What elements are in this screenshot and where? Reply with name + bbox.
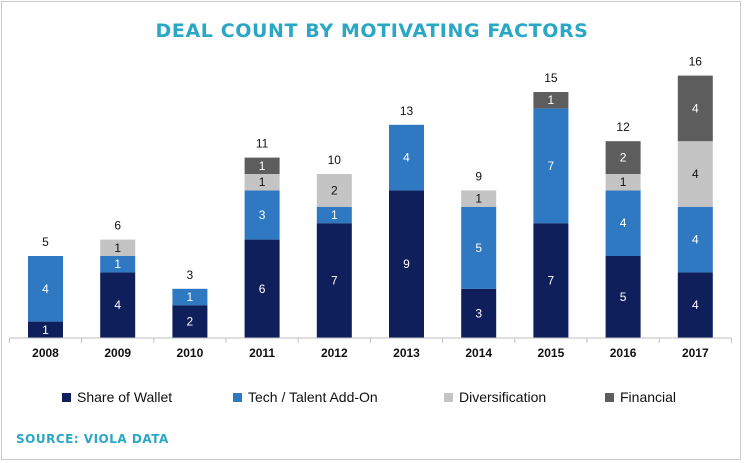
x-tick-label-2009: 2009	[104, 346, 131, 360]
data-label-tech-talent-add-on-2013: 4	[403, 151, 410, 165]
bar-share-of-wallet-2014	[461, 288, 497, 338]
legend-item-tech-talent-add-on: Tech / Talent Add-On	[233, 389, 378, 405]
chart-legend: Share of Wallet Tech / Talent Add-On Div…	[0, 389, 744, 407]
x-tick-label-2015: 2015	[538, 346, 565, 360]
bar-diversification-2012	[316, 174, 352, 207]
data-label-tech-talent-add-on-2015: 7	[548, 159, 555, 173]
bar-share-of-wallet-2009	[100, 272, 136, 338]
total-label-2013: 13	[400, 104, 414, 118]
bar-financial-2017	[677, 75, 713, 142]
data-label-share-of-wallet-2010: 2	[187, 315, 194, 329]
bar-share-of-wallet-2013	[389, 190, 424, 338]
legend-label-tech-talent-add-on: Tech / Talent Add-On	[248, 389, 378, 405]
bar-share-of-wallet-2015	[533, 223, 569, 338]
bar-tech-talent-add-on-2017	[677, 206, 713, 273]
chart-title: DEAL COUNT BY MOTIVATING FACTORS	[155, 20, 589, 42]
bar-tech-talent-add-on-2009	[100, 256, 136, 273]
data-label-tech-talent-add-on-2008: 4	[42, 282, 49, 296]
data-label-share-of-wallet-2016: 5	[620, 290, 627, 304]
total-label-2009: 6	[114, 219, 121, 233]
source-note: SOURCE: VIOLA DATA	[16, 432, 169, 446]
data-label-share-of-wallet-2009: 4	[114, 298, 121, 312]
data-label-diversification-2014: 1	[475, 192, 482, 206]
data-label-diversification-2012: 2	[331, 183, 338, 197]
bar-tech-talent-add-on-2010	[172, 288, 208, 306]
data-label-financial-2011: 1	[259, 159, 266, 173]
data-label-diversification-2017: 4	[692, 167, 699, 181]
total-label-2012: 10	[328, 153, 342, 167]
data-label-share-of-wallet-2012: 7	[331, 274, 338, 288]
x-tick-label-2016: 2016	[610, 346, 637, 360]
bar-tech-talent-add-on-2011	[244, 190, 280, 240]
data-label-financial-2015: 1	[548, 93, 555, 107]
data-label-tech-talent-add-on-2012: 1	[331, 208, 338, 222]
bar-share-of-wallet-2017	[677, 272, 713, 338]
bar-tech-talent-add-on-2015	[533, 108, 569, 224]
data-label-share-of-wallet-2008: 1	[42, 323, 49, 337]
data-label-diversification-2011: 1	[259, 175, 266, 189]
bar-share-of-wallet-2016	[605, 256, 641, 338]
total-label-2014: 9	[475, 169, 482, 183]
bar-tech-talent-add-on-2013	[389, 124, 424, 191]
bar-share-of-wallet-2010	[172, 305, 208, 338]
legend-swatch-share-of-wallet	[62, 393, 71, 402]
total-label-2016: 12	[616, 120, 630, 134]
data-label-share-of-wallet-2017: 4	[692, 298, 699, 312]
x-tick-label-2014: 2014	[465, 346, 492, 360]
data-label-tech-talent-add-on-2017: 4	[692, 233, 699, 247]
bar-diversification-2017	[677, 141, 713, 207]
legend-label-diversification: Diversification	[459, 389, 547, 405]
bar-tech-talent-add-on-2014	[461, 206, 497, 289]
bar-tech-talent-add-on-2012	[316, 206, 352, 224]
total-label-2011: 11	[256, 137, 269, 151]
data-label-share-of-wallet-2014: 3	[475, 306, 482, 320]
x-tick-label-2013: 2013	[393, 346, 420, 360]
legend-item-financial: Financial	[605, 389, 676, 405]
bar-diversification-2011	[244, 174, 280, 191]
bar-share-of-wallet-2011	[244, 239, 280, 338]
legend-swatch-financial	[605, 393, 614, 402]
data-label-tech-talent-add-on-2011: 3	[259, 208, 266, 222]
data-label-diversification-2016: 1	[620, 175, 627, 189]
x-tick-label-2010: 2010	[177, 346, 204, 360]
x-tick-label-2017: 2017	[682, 346, 709, 360]
bar-share-of-wallet-2012	[316, 223, 352, 338]
bar-diversification-2014	[461, 190, 497, 207]
total-label-2015: 15	[544, 71, 558, 85]
legend-item-share-of-wallet: Share of Wallet	[62, 389, 172, 405]
bar-share-of-wallet-2008	[28, 321, 63, 338]
x-tick-label-2011: 2011	[249, 346, 275, 360]
legend-item-diversification: Diversification	[444, 389, 546, 405]
bar-diversification-2016	[605, 174, 641, 191]
data-label-financial-2016: 2	[620, 151, 627, 165]
bar-financial-2011	[244, 157, 280, 174]
data-label-tech-talent-add-on-2010: 1	[187, 290, 194, 304]
bar-financial-2015	[533, 92, 569, 109]
total-label-2017: 16	[689, 55, 703, 69]
x-tick-label-2008: 2008	[32, 346, 59, 360]
data-label-share-of-wallet-2015: 7	[548, 274, 555, 288]
data-label-tech-talent-add-on-2016: 4	[620, 216, 627, 230]
data-label-diversification-2009: 1	[114, 241, 121, 255]
x-tick-label-2012: 2012	[321, 346, 348, 360]
data-label-tech-talent-add-on-2009: 1	[114, 257, 121, 271]
total-label-2010: 3	[187, 268, 194, 282]
legend-swatch-diversification	[444, 393, 453, 402]
legend-label-financial: Financial	[620, 389, 677, 405]
data-label-share-of-wallet-2011: 6	[259, 282, 266, 296]
bar-tech-talent-add-on-2008	[28, 256, 63, 322]
bar-diversification-2009	[100, 239, 136, 256]
data-label-share-of-wallet-2013: 9	[403, 257, 410, 271]
legend-swatch-tech-talent-add-on	[233, 393, 242, 402]
data-label-tech-talent-add-on-2014: 5	[475, 241, 482, 255]
total-label-2008: 5	[42, 235, 49, 249]
legend-label-share-of-wallet: Share of Wallet	[77, 389, 173, 405]
bar-tech-talent-add-on-2016	[605, 190, 641, 256]
bar-financial-2016	[605, 141, 641, 174]
data-label-financial-2017: 4	[692, 101, 699, 115]
